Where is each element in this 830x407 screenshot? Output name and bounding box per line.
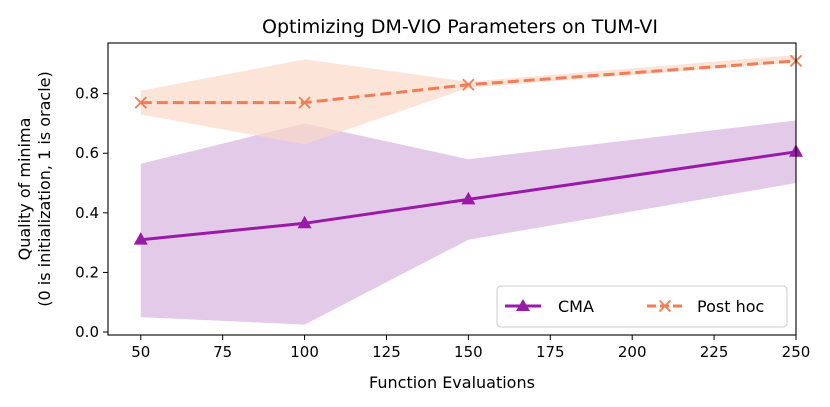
y-tick-label: 0.4 — [75, 204, 99, 222]
point-cma — [297, 215, 312, 229]
x-tick-label: 225 — [700, 343, 729, 361]
chart-title: Optimizing DM-VIO Parameters on TUM-VI — [262, 16, 658, 38]
x-axis-ticks: 50 75 100 125 150 175 200 225 250 — [131, 335, 810, 361]
x-tick-label: 75 — [213, 343, 232, 361]
y-tick-label: 0.6 — [75, 144, 99, 162]
band-post-hoc — [140, 54, 797, 145]
band-cma — [140, 120, 797, 325]
series-line-post-hoc — [140, 59, 797, 105]
legend-box — [496, 285, 788, 328]
y-tick-label: 0.8 — [75, 85, 99, 103]
legend-cma-marker — [516, 299, 530, 311]
x-tick-label: 100 — [290, 343, 319, 361]
y-axis-title: Quality of minima (0 is initialization, … — [15, 71, 54, 306]
series-lines — [140, 59, 797, 242]
legend-cma-label: CMA — [558, 297, 594, 316]
point-post-hoc — [462, 78, 475, 91]
series-line-cma — [140, 150, 797, 242]
y-axis-title-line1: Quality of minima — [15, 118, 34, 261]
point-cma — [133, 232, 148, 245]
y-axis-ticks: 0.0 0.2 0.4 0.6 0.8 — [75, 85, 108, 341]
legend-posthoc-marker — [658, 299, 672, 313]
x-tick-label: 125 — [372, 343, 401, 361]
point-post-hoc — [134, 96, 147, 109]
x-tick-label: 250 — [782, 343, 811, 361]
y-axis-title-line2: (0 is initialization, 1 is oracle) — [35, 71, 54, 306]
x-tick-label: 150 — [454, 343, 483, 361]
point-post-hoc — [298, 96, 311, 109]
plot-frame — [107, 42, 797, 336]
y-tick-label: 0.0 — [75, 323, 99, 341]
legend: CMA Post hoc — [496, 285, 788, 328]
legend-posthoc-label: Post hoc — [697, 297, 764, 316]
confidence-bands — [140, 54, 797, 325]
x-tick-label: 175 — [536, 343, 565, 361]
x-axis-title: Function Evaluations — [369, 373, 535, 392]
x-tick-label: 50 — [131, 343, 150, 361]
y-tick-label: 0.2 — [75, 263, 99, 281]
point-cma — [461, 191, 476, 205]
x-tick-label: 200 — [618, 343, 647, 361]
